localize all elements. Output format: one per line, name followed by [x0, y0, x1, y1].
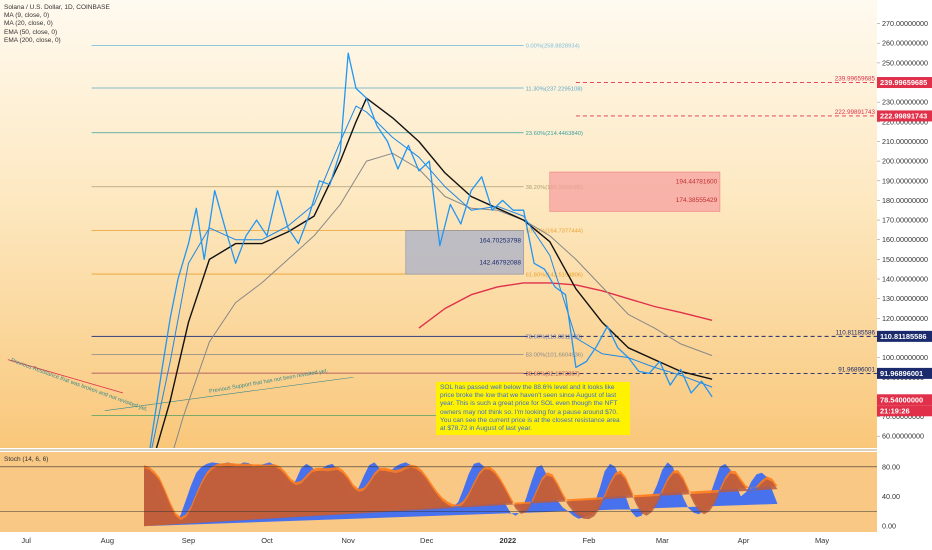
- time-tick-label: Oct: [261, 536, 274, 545]
- price-tick-label: 160.00000000: [882, 235, 928, 244]
- price-pane-bg: [0, 0, 877, 448]
- fib-level-label: 88.60%(92.1073807): [526, 371, 580, 377]
- price-tag-label: 21:19:26: [880, 406, 910, 415]
- fib-level-label: 61.80%(142.5194806): [526, 272, 583, 278]
- price-tag-label: 110.81185586: [880, 332, 926, 341]
- time-tick-label: Nov: [342, 536, 356, 545]
- price-tick-label: 140.00000000: [882, 275, 928, 284]
- price-tag-bg: [877, 110, 932, 122]
- time-tick-label: Dec: [420, 536, 434, 545]
- stoch-pane-bg: [0, 452, 877, 532]
- price-tag-bg: [877, 405, 932, 417]
- fib-level-label: 0.00%(258.8828934): [526, 44, 580, 50]
- price-tick-label: 190.00000000: [882, 176, 928, 185]
- fib-level-label: 23.60%(214.4463840): [526, 131, 583, 137]
- price-tick-label: 70.00000000: [882, 412, 924, 421]
- price-tick-label: 150.00000000: [882, 255, 928, 264]
- price-level-label: 91.96896001: [838, 366, 875, 373]
- series-ma-20: [155, 97, 713, 448]
- box-label-top: 164.70253798: [479, 237, 521, 244]
- stoch-label: Stoch (14, 6, 6): [4, 456, 49, 463]
- price-tick-label: 250.00000000: [882, 58, 928, 67]
- price-tick-label: 100.00000000: [882, 353, 928, 362]
- stoch-tick-label: 80.00: [882, 462, 900, 471]
- legend-title: Solana / U.S. Dollar, 1D, COINBASE: [4, 4, 110, 11]
- price-axis-bg: [877, 0, 932, 550]
- price-tick-label: 210.00000000: [882, 137, 928, 146]
- resistance-box: [549, 171, 721, 212]
- price-tick-label: 170.00000000: [882, 216, 928, 225]
- time-tick-label: Apr: [738, 536, 750, 545]
- legend-ma9: MA (9, close, 0): [4, 12, 50, 20]
- price-tick-label: 230.00000000: [882, 98, 928, 107]
- analysis-note[interactable]: SOL has passed well below the 88.6% leve…: [436, 382, 630, 436]
- price-tag-bg: [877, 367, 932, 379]
- price-tick-label: 130.00000000: [882, 294, 928, 303]
- price-tick-label: 270.00000000: [882, 19, 928, 28]
- fib-level-label: 11.30%(237.2295108): [526, 86, 583, 92]
- series-ma-9: [151, 105, 713, 448]
- price-tick-label: 120.00000000: [882, 314, 928, 323]
- price-tick-label: 180.00000000: [882, 196, 928, 205]
- support-box: [405, 230, 524, 275]
- time-tick-label: Aug: [101, 536, 114, 545]
- price-tag-label: 239.99659685: [880, 78, 927, 87]
- resistance-trendline: [7, 359, 124, 394]
- price-level-label: 239.99659685: [835, 76, 876, 83]
- time-tick-label: Mar: [656, 536, 669, 545]
- box-label-bottom: 142.46792088: [479, 259, 521, 266]
- box-label-top: 194.44781600: [676, 179, 718, 186]
- time-tick-label: Feb: [583, 536, 596, 545]
- support-trendline: [104, 376, 354, 411]
- price-tag-label: 222.99891743: [880, 112, 927, 121]
- stoch-tick-label: 0.00: [882, 522, 896, 531]
- box-label-bottom: 174.38555429: [676, 197, 718, 204]
- legend-ema50: EMA (50, close, 0): [4, 28, 58, 36]
- stoch-tick-label: 40.00: [882, 492, 900, 501]
- price-tag-label: 78.54000000: [880, 395, 923, 404]
- price-tag-bg: [877, 394, 932, 406]
- time-axis-bg: [0, 532, 877, 550]
- price-tick-label: 220.00000000: [882, 117, 928, 126]
- price-level-label: 110.81185586: [836, 329, 876, 336]
- legend-ema200: EMA (200, close, 0): [4, 36, 61, 44]
- price-tag-bg: [877, 330, 932, 342]
- series-ema-200: [418, 282, 713, 329]
- fib-level-label: 50.00%(164.7377444): [526, 229, 583, 235]
- series-price: [149, 52, 713, 448]
- fib-level-label: 83.00%(101.6604936): [526, 353, 583, 359]
- price-tick-label: 200.00000000: [882, 157, 928, 166]
- price-tag-label: 91.96896001: [880, 369, 923, 378]
- price-tick-label: 260.00000000: [882, 39, 928, 48]
- price-tag-bg: [877, 77, 932, 89]
- time-tick-label: May: [815, 536, 829, 545]
- time-tick-label: 2022: [500, 536, 517, 545]
- time-tick-label: Jul: [21, 536, 31, 545]
- time-tick-label: Sep: [182, 536, 195, 545]
- legend-ma20: MA (20, close, 0): [4, 20, 53, 28]
- fib-level-label: 78.60%(110.8811659): [526, 335, 583, 341]
- price-level-label: 222.99891743: [835, 109, 876, 116]
- price-tick-label: 60.00000000: [882, 432, 924, 441]
- chart-legend: Solana / U.S. Dollar, 1D, COINBASE MA (9…: [4, 4, 110, 45]
